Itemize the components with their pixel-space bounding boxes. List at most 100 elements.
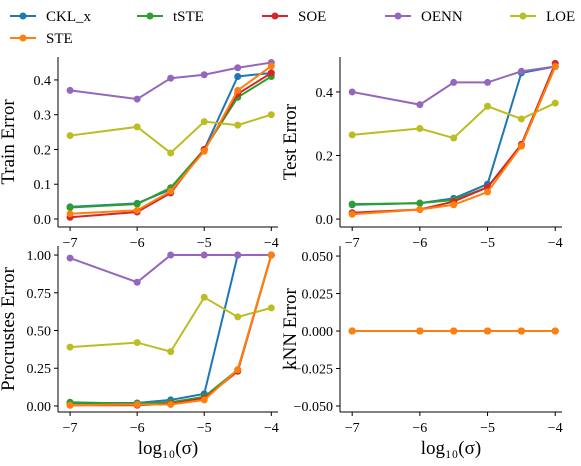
x-tick-label: −5 <box>480 236 495 251</box>
data-point <box>450 134 458 142</box>
data-point <box>517 327 525 335</box>
x-axis-label: log₁₀(σ) <box>421 438 481 459</box>
legend-entry: STE <box>10 31 73 47</box>
data-point <box>66 343 74 351</box>
data-point <box>66 204 74 212</box>
series-line <box>70 254 273 405</box>
data-point <box>200 71 208 79</box>
data-point <box>234 64 242 72</box>
legend-entry: LOE <box>510 9 575 25</box>
y-tick-label: 0.1 <box>34 178 52 193</box>
data-point <box>517 115 525 123</box>
data-point <box>167 74 175 82</box>
data-point <box>200 396 208 404</box>
x-tick-label: −7 <box>63 421 78 436</box>
legend-label: tSTE <box>173 9 204 25</box>
data-point <box>133 400 141 408</box>
data-point <box>167 400 175 408</box>
y-axis-label: kNN Error <box>280 287 301 369</box>
x-tick-label: −4 <box>264 236 279 251</box>
data-point <box>267 251 275 259</box>
y-tick-label: 0.025 <box>302 288 334 303</box>
data-point <box>450 78 458 86</box>
data-point <box>517 67 525 75</box>
series-line <box>351 65 556 106</box>
data-point <box>517 142 525 150</box>
x-tick-label: −5 <box>197 236 212 251</box>
x-tick-label: −4 <box>548 421 563 436</box>
y-axis-label: Train Error <box>0 99 19 185</box>
legend-label: SOE <box>298 9 326 25</box>
legend-label: OENN <box>421 9 463 25</box>
data-point <box>267 69 275 77</box>
y-tick-label: −0.025 <box>294 363 333 378</box>
series-line <box>69 61 272 101</box>
y-tick-label: 0.3 <box>34 109 52 124</box>
series-line <box>69 113 272 155</box>
y-tick-label: 0.75 <box>27 287 52 302</box>
data-point <box>551 327 559 335</box>
data-point <box>234 366 242 374</box>
series-line <box>352 66 557 216</box>
legend-entry: OENN <box>385 9 463 25</box>
x-tick-label: −5 <box>197 421 212 436</box>
data-point <box>200 147 208 155</box>
y-tick-label: 0.50 <box>27 325 52 340</box>
data-point <box>348 131 356 139</box>
data-point <box>267 62 275 70</box>
x-tick-label: −4 <box>264 421 279 436</box>
data-point <box>450 327 458 335</box>
data-point <box>66 86 74 94</box>
x-tick-label: −7 <box>345 236 360 251</box>
data-point <box>167 187 175 195</box>
x-tick-label: −5 <box>480 421 495 436</box>
data-point <box>167 251 175 259</box>
y-tick-label: −0.050 <box>294 400 333 415</box>
legend-marker <box>19 12 27 20</box>
y-tick-label: 0.050 <box>302 250 334 265</box>
legend-label: STE <box>46 31 73 47</box>
data-point <box>66 210 74 218</box>
data-point <box>66 132 74 140</box>
y-tick-label: 0.25 <box>27 362 52 377</box>
data-point <box>133 123 141 131</box>
y-tick-label: 0.4 <box>34 74 52 89</box>
legend-entry: tSTE <box>137 9 204 25</box>
x-tick-label: −7 <box>63 236 78 251</box>
data-point <box>450 201 458 209</box>
x-tick-label: −6 <box>412 236 427 251</box>
data-point <box>484 327 492 335</box>
legend-marker <box>394 12 402 20</box>
data-point <box>267 304 275 312</box>
data-point <box>551 99 559 107</box>
data-point <box>416 101 424 109</box>
data-point <box>416 199 424 207</box>
y-axis-label: Test Error <box>280 103 301 180</box>
data-point <box>234 86 242 94</box>
data-point <box>234 313 242 321</box>
y-tick-label: 0.2 <box>34 143 52 158</box>
series-line <box>69 254 272 284</box>
series-line <box>70 75 272 209</box>
legend-marker <box>19 34 27 42</box>
data-point <box>348 200 356 208</box>
data-point <box>484 188 492 196</box>
legend-label: LOE <box>546 9 575 25</box>
data-point <box>66 254 74 262</box>
y-axis-label: Procrustes Error <box>0 266 19 391</box>
data-point <box>234 251 242 259</box>
x-tick-label: −6 <box>130 421 145 436</box>
data-point <box>200 251 208 259</box>
data-point <box>551 63 559 71</box>
data-point <box>133 206 141 214</box>
data-point <box>167 348 175 356</box>
data-point <box>416 327 424 335</box>
legend-entry: SOE <box>262 9 326 25</box>
data-point <box>133 200 141 208</box>
x-tick-label: −6 <box>412 421 427 436</box>
data-point <box>133 95 141 103</box>
data-point <box>484 102 492 110</box>
series-line <box>70 254 272 404</box>
data-point <box>234 72 242 80</box>
